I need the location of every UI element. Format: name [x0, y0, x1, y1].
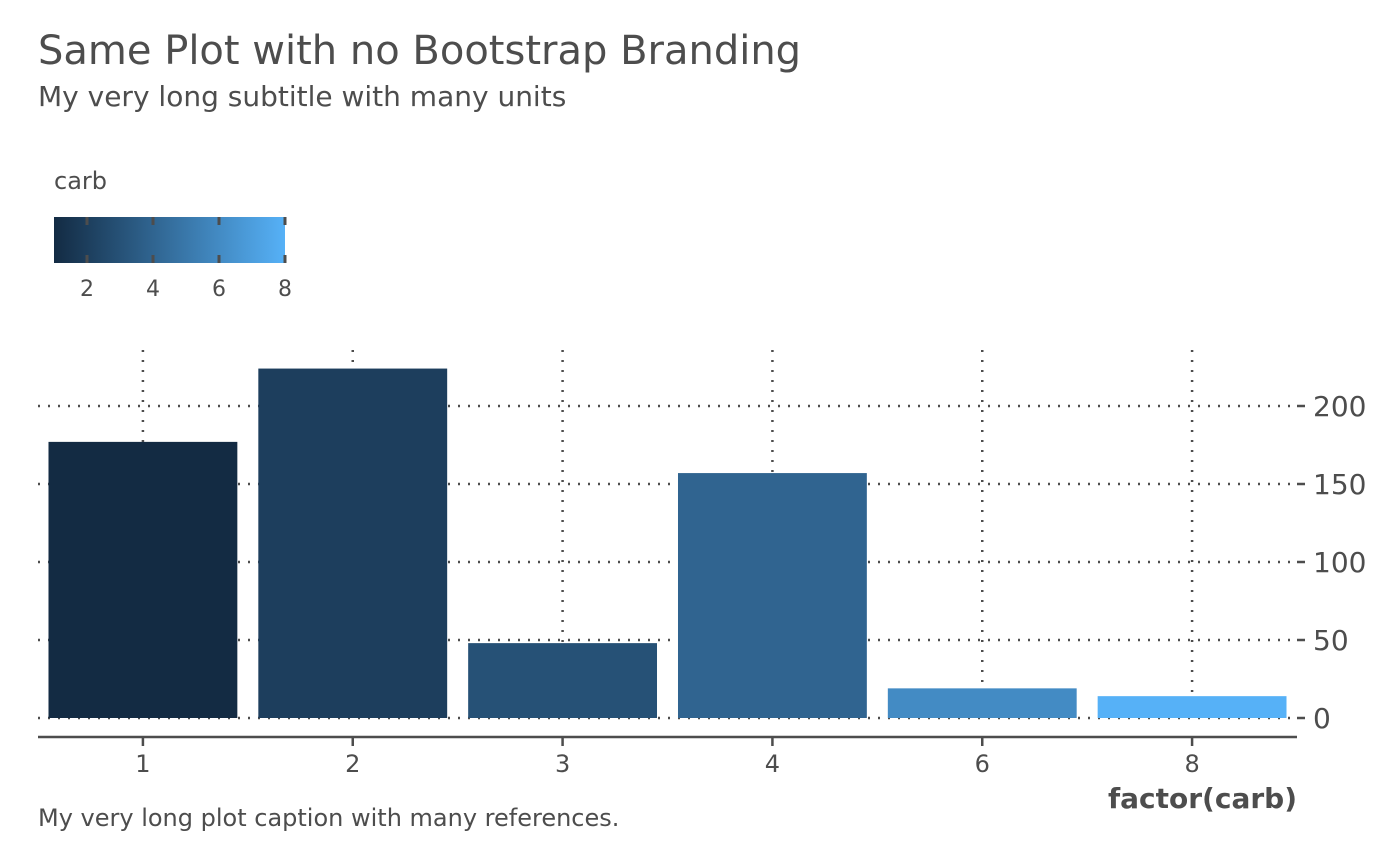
x-tick-label: 8 [1184, 750, 1199, 778]
bar-6 [887, 688, 1077, 718]
legend-tick-label: 8 [278, 277, 292, 302]
legend-tick-label: 2 [80, 277, 94, 302]
x-axis-ticks: 1 2 3 4 6 8 [135, 737, 1200, 778]
bar-1 [48, 441, 238, 718]
chart-caption: My very long plot caption with many refe… [38, 804, 620, 832]
legend-tick-label: 6 [212, 277, 226, 302]
chart-subtitle: My very long subtitle with many units [38, 80, 567, 113]
y-tick-label: 200 [1313, 390, 1366, 423]
x-tick-label: 1 [135, 750, 150, 778]
bar-8 [1097, 696, 1287, 718]
y-axis-ticks: 0 50 100 150 200 [1297, 390, 1366, 735]
y-tick-label: 50 [1313, 624, 1349, 657]
bar-2 [258, 368, 448, 718]
x-tick-label: 3 [555, 750, 570, 778]
y-tick-label: 150 [1313, 468, 1366, 501]
y-tick-label: 0 [1313, 702, 1331, 735]
bar-4 [677, 473, 867, 718]
x-tick-label: 4 [765, 750, 780, 778]
chart-title: Same Plot with no Bootstrap Branding [38, 28, 802, 74]
bars [48, 368, 1287, 718]
x-tick-label: 2 [345, 750, 360, 778]
x-axis-title: factor(carb) [1108, 782, 1297, 815]
legend-colorbar [54, 217, 285, 263]
x-tick-label: 6 [975, 750, 990, 778]
legend-title: carb [54, 167, 107, 195]
bar-3 [468, 643, 658, 718]
colorbar-legend: carb 2 4 6 8 [54, 167, 292, 302]
legend-tick-label: 4 [146, 277, 160, 302]
y-tick-label: 100 [1313, 546, 1366, 579]
